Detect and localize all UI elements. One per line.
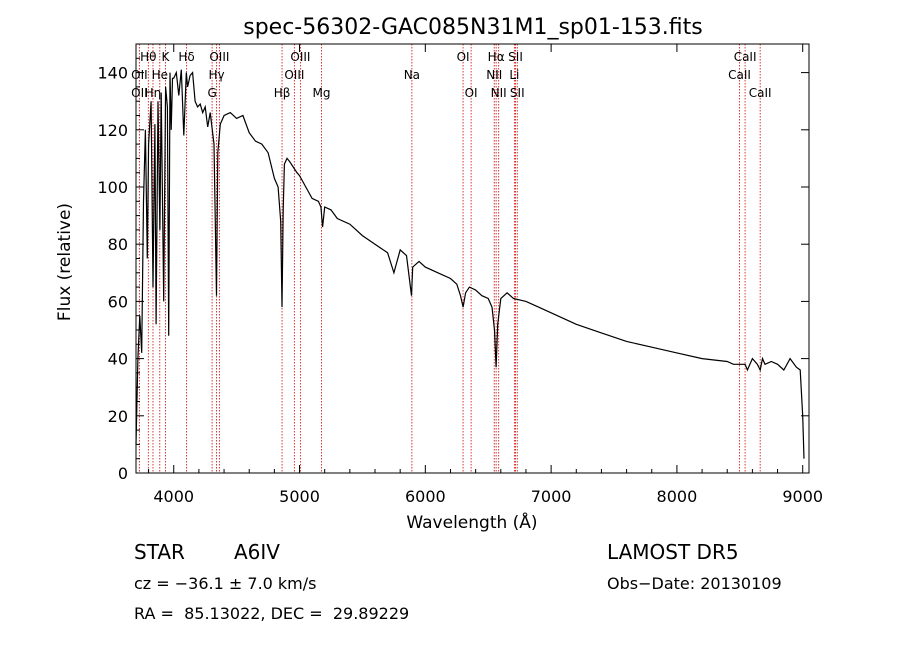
- line-marker-label: K: [161, 50, 170, 64]
- line-marker-label: OIII: [209, 50, 229, 64]
- x-axis-label: Wavelength (Å): [406, 511, 537, 533]
- line-marker-label: NII: [486, 68, 502, 82]
- line-marker-label: G: [207, 86, 216, 100]
- emission-line-markers: [138, 44, 761, 473]
- line-marker-label: Hδ: [178, 50, 194, 64]
- line-marker-label: Li: [509, 68, 519, 82]
- x-tick-label: 7000: [531, 487, 572, 506]
- line-marker-label: Hβ: [274, 86, 291, 100]
- y-tick-label: 60: [108, 292, 128, 311]
- y-tick-label: 20: [108, 407, 128, 426]
- line-marker-label: Mg: [313, 86, 331, 100]
- y-tick-label: 120: [97, 121, 128, 140]
- line-marker-label: OIII: [284, 68, 304, 82]
- line-marker-label: OI: [465, 86, 478, 100]
- x-tick-label: 9000: [782, 487, 823, 506]
- line-marker-label: NII: [491, 86, 507, 100]
- survey-name: LAMOST DR5: [607, 540, 739, 564]
- x-tick-label: 4000: [153, 487, 194, 506]
- chart-title: spec-56302-GAC085N31M1_sp01-153.fits: [243, 15, 703, 40]
- x-axis-ticks: 4000 5000 6000 7000 8000 9000: [148, 44, 823, 506]
- line-marker-label: SII: [508, 50, 523, 64]
- line-marker-label: OII: [131, 86, 148, 100]
- line-marker-label: CaII: [734, 50, 757, 64]
- x-tick-label: 6000: [405, 487, 446, 506]
- line-marker-label: OII: [131, 68, 148, 82]
- spectral-subclass: A6IV: [234, 540, 280, 564]
- y-tick-label: 40: [108, 350, 128, 369]
- object-class: STAR: [134, 540, 185, 564]
- ra-dec-coordinates: RA = 85.13022, DEC = 29.89229: [134, 604, 410, 623]
- line-marker-label: Hα: [488, 50, 505, 64]
- observation-date: Obs−Date: 20130109: [607, 574, 782, 593]
- x-tick-label: 8000: [657, 487, 698, 506]
- line-marker-label: OIII: [290, 50, 310, 64]
- line-marker-label: CaII: [749, 86, 772, 100]
- y-tick-label: 100: [97, 178, 128, 197]
- y-tick-label: 80: [108, 235, 128, 254]
- redshift-cz: cz = −36.1 ± 7.0 km/s: [134, 574, 317, 593]
- line-marker-label: Hγ: [208, 68, 224, 82]
- line-marker-label: SII: [510, 86, 525, 100]
- line-marker-label: CaII: [728, 68, 751, 82]
- line-marker-label: OI: [457, 50, 470, 64]
- y-axis-ticks: 0 20 40 60 80 100 120 140: [97, 57, 809, 483]
- x-tick-label: 5000: [279, 487, 320, 506]
- line-marker-label: He: [152, 68, 168, 82]
- line-marker-label: Hη: [145, 86, 162, 100]
- y-axis-label: Flux (relative): [55, 203, 75, 321]
- line-marker-label: Hθ: [140, 50, 156, 64]
- spectrum-line: [135, 69, 805, 459]
- y-tick-label: 140: [97, 64, 128, 83]
- plot-frame: [135, 43, 810, 474]
- line-marker-label: Na: [404, 68, 420, 82]
- y-tick-label: 0: [118, 464, 128, 483]
